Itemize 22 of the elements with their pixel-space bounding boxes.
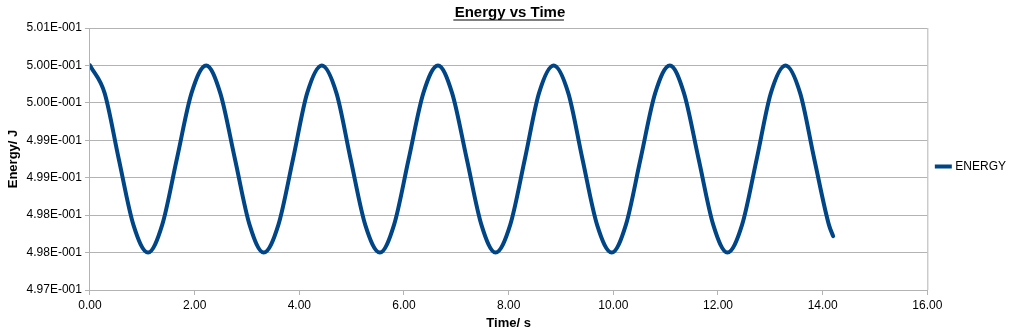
x-tick-label: 6.00 — [392, 297, 416, 312]
x-axis-title: Time/ s — [486, 314, 531, 330]
y-tick-label: 4.98E-001 — [26, 207, 83, 222]
x-tick-label: 4.00 — [287, 297, 312, 312]
x-tick-label: 14.00 — [807, 297, 838, 312]
y-axis-title: Energy/ J — [5, 129, 21, 189]
y-tick-label: 4.99E-001 — [26, 132, 83, 147]
x-tick-label: 0.00 — [78, 297, 102, 312]
y-tick-label: 4.99E-001 — [26, 170, 83, 185]
legend-label: ENERGY — [955, 158, 1007, 173]
x-tick-label: 10.00 — [598, 297, 629, 312]
x-tick-label: 2.00 — [182, 297, 207, 312]
chart-title: Energy vs Time — [454, 3, 566, 21]
x-tick-label: 8.00 — [496, 297, 521, 312]
y-tick-label: 4.98E-001 — [26, 244, 83, 259]
y-tick-label: 5.00E-001 — [26, 57, 83, 72]
y-tick-label: 5.01E-001 — [26, 20, 83, 35]
x-tick-label: 12.00 — [702, 297, 734, 312]
x-tick-label: 16.00 — [912, 297, 943, 312]
y-tick-label: 5.00E-001 — [26, 95, 83, 110]
line-series — [89, 63, 836, 255]
y-tick-label: 4.97E-001 — [26, 282, 83, 297]
